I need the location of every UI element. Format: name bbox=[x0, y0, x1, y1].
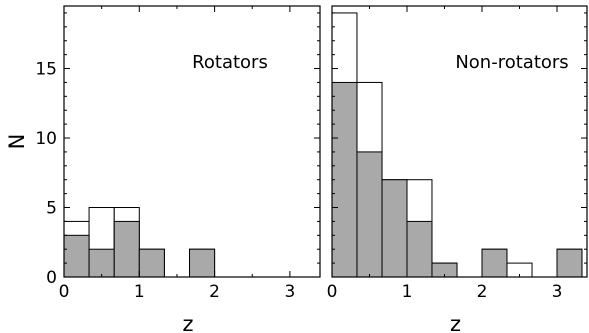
filled-bar bbox=[88, 248, 115, 278]
y-tick-label: 15 bbox=[35, 60, 57, 80]
x-tick-label: 2 bbox=[209, 282, 220, 302]
filled-bar bbox=[356, 151, 383, 278]
y-axis-label: N bbox=[5, 134, 29, 150]
filled-bar bbox=[63, 234, 90, 278]
x-tick-label: 1 bbox=[134, 282, 145, 302]
panel-title: Non-rotators bbox=[455, 52, 568, 73]
y-tick-label: 5 bbox=[46, 199, 57, 219]
plot-frame bbox=[331, 5, 588, 278]
panel-rotators: 0 1 2 3 0 5 10 15 z N Rotators bbox=[5, 5, 321, 333]
filled-bar bbox=[138, 248, 165, 278]
panel-non-rotators: 0 1 2 3 z Non-rotators bbox=[327, 5, 588, 333]
filled-bar bbox=[189, 248, 216, 278]
plot-frame bbox=[63, 5, 321, 278]
filled-bar bbox=[481, 248, 508, 278]
x-tick-label: 1 bbox=[402, 282, 413, 302]
filled-bar bbox=[331, 81, 358, 278]
y-tick-label: 0 bbox=[46, 268, 57, 288]
x-tick-label: 0 bbox=[327, 282, 338, 302]
filled-bar bbox=[113, 220, 140, 278]
filled-bar bbox=[381, 179, 408, 278]
x-tick-label: 3 bbox=[284, 282, 295, 302]
y-tick-label: 10 bbox=[35, 129, 57, 149]
filled-bar bbox=[556, 248, 583, 278]
x-tick-label: 3 bbox=[552, 282, 563, 302]
panel-title: Rotators bbox=[192, 52, 268, 73]
x-axis-label: z bbox=[182, 312, 193, 333]
x-tick-label: 0 bbox=[59, 282, 70, 302]
x-axis-label: z bbox=[450, 312, 461, 333]
x-tick-label: 2 bbox=[477, 282, 488, 302]
filled-bar bbox=[406, 220, 433, 278]
